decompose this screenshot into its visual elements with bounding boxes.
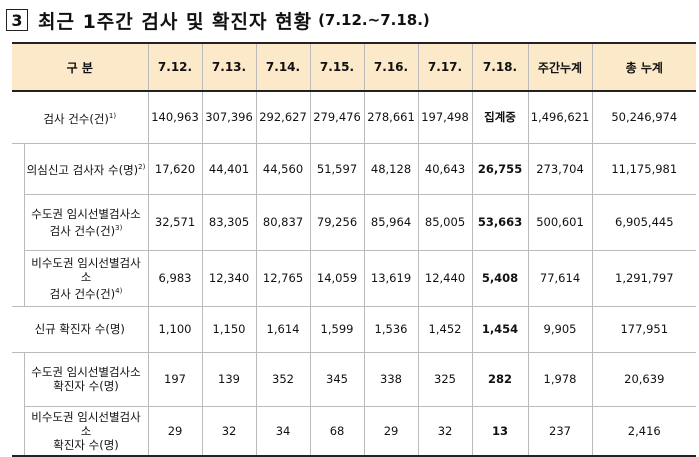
table-cell: 32 xyxy=(417,406,473,457)
table-cell: 1,454 xyxy=(471,306,529,353)
table-row: 검사 건수(건)1) 140,963 307,396 292,627 279,4… xyxy=(12,91,697,144)
table-row: 비수도권 임시선별검사소 검사 건수(건)4) 6,983 12,340 12,7… xyxy=(12,250,697,307)
table-cell: 1,496,621 xyxy=(527,91,593,144)
table-cell: 51,597 xyxy=(309,143,365,195)
table-cell: 6,905,445 xyxy=(591,194,697,251)
table-cell: 13,619 xyxy=(363,250,419,307)
header-date: 7.17. xyxy=(417,42,473,92)
header-date: 7.14. xyxy=(255,42,311,92)
table-cell: 1,452 xyxy=(417,306,473,353)
row-label: 수도권 임시선별검사소 검사 건수(건)3) xyxy=(23,194,149,251)
table-cell: 79,256 xyxy=(309,194,365,251)
header-date: 7.18. xyxy=(471,42,529,92)
table-cell: 177,951 xyxy=(591,306,697,353)
table-cell: 278,661 xyxy=(363,91,419,144)
header-row: 구 분 7.12. 7.13. 7.14. 7.15. 7.16. 7.17. … xyxy=(12,42,697,92)
table-cell: 85,964 xyxy=(363,194,419,251)
table-cell: 12,765 xyxy=(255,250,311,307)
table-cell: 40,643 xyxy=(417,143,473,195)
table-cell: 32 xyxy=(201,406,257,457)
table-cell: 279,476 xyxy=(309,91,365,144)
header-category: 구 분 xyxy=(12,42,149,92)
title-text: 최근 1주간 검사 및 확진자 현황 xyxy=(38,10,313,33)
title-period: (7.12.~7.18.) xyxy=(318,11,430,29)
table-cell: 5,408 xyxy=(471,250,529,307)
table-cell: 1,150 xyxy=(201,306,257,353)
table-row: 수도권 임시선별검사소 확진자 수(명) 197 139 352 345 338 … xyxy=(12,352,697,457)
table-cell: 32,571 xyxy=(147,194,203,251)
table-cell: 44,401 xyxy=(201,143,257,195)
table-cell: 1,599 xyxy=(309,306,365,353)
table-cell: 1,614 xyxy=(255,306,311,353)
table-cell: 12,440 xyxy=(417,250,473,307)
row-label: 신규 확진자 수(명) xyxy=(12,306,149,353)
table-cell: 44,560 xyxy=(255,143,311,195)
table-cell: 48,128 xyxy=(363,143,419,195)
table-cell: 12,340 xyxy=(201,250,257,307)
table-cell: 17,620 xyxy=(147,143,203,195)
table-cell: 77,614 xyxy=(527,250,593,307)
table-cell: 68 xyxy=(309,406,365,457)
table-cell: 273,704 xyxy=(527,143,593,195)
section-title: 3 최근 1주간 검사 및 확진자 현황 (7.12.~7.18.) xyxy=(6,4,430,36)
row-label: 검사 건수(건)1) xyxy=(12,91,149,144)
table-cell: 237 xyxy=(527,406,593,457)
table-row: 수도권 임시선별검사소 검사 건수(건)3) 32,571 83,305 80,8… xyxy=(12,194,697,251)
table-cell: 2,416 xyxy=(591,406,697,457)
indent-cell xyxy=(12,143,24,307)
table-cell: 50,246,974 xyxy=(591,91,697,144)
table-cell: 282 xyxy=(471,352,529,407)
table-cell: 85,005 xyxy=(417,194,473,251)
header-weekly-total: 주간누계 xyxy=(527,42,593,92)
row-label: 의심신고 검사자 수(명)2) xyxy=(23,143,149,195)
table-cell: 26,755 xyxy=(471,143,529,195)
table-cell: 500,601 xyxy=(527,194,593,251)
table-cell: 집계중 xyxy=(471,91,529,144)
stats-table: 구 분 7.12. 7.13. 7.14. 7.15. 7.16. 7.17. … xyxy=(12,42,697,457)
table-cell: 83,305 xyxy=(201,194,257,251)
table-cell: 1,978 xyxy=(527,352,593,407)
table-cell: 325 xyxy=(417,352,473,407)
table-cell: 1,100 xyxy=(147,306,203,353)
header-date: 7.16. xyxy=(363,42,419,92)
table-cell: 292,627 xyxy=(255,91,311,144)
table-cell: 53,663 xyxy=(471,194,529,251)
table-cell: 338 xyxy=(363,352,419,407)
table-row: 의심신고 검사자 수(명)2) 17,620 44,401 44,560 51,… xyxy=(12,143,697,307)
table-cell: 20,639 xyxy=(591,352,697,407)
header-date: 7.12. xyxy=(147,42,203,92)
row-label: 비수도권 임시선별검사소 확진자 수(명) xyxy=(23,406,149,457)
section-number: 3 xyxy=(6,9,28,31)
table-cell: 139 xyxy=(201,352,257,407)
table-cell: 6,983 xyxy=(147,250,203,307)
table-cell: 29 xyxy=(147,406,203,457)
table-cell: 352 xyxy=(255,352,311,407)
table-row: 신규 확진자 수(명) 1,100 1,150 1,614 1,599 1,53… xyxy=(12,306,697,353)
table-cell: 307,396 xyxy=(201,91,257,144)
table-row: 비수도권 임시선별검사소 확진자 수(명) 29 32 34 68 29 32 1… xyxy=(12,406,697,457)
table-cell: 80,837 xyxy=(255,194,311,251)
header-date: 7.13. xyxy=(201,42,257,92)
table-cell: 14,059 xyxy=(309,250,365,307)
table-cell: 140,963 xyxy=(147,91,203,144)
indent-cell xyxy=(12,352,24,457)
table-cell: 11,175,981 xyxy=(591,143,697,195)
table-cell: 345 xyxy=(309,352,365,407)
row-label: 비수도권 임시선별검사소 검사 건수(건)4) xyxy=(23,250,149,307)
table-cell: 13 xyxy=(471,406,529,457)
table-cell: 1,291,797 xyxy=(591,250,697,307)
table-cell: 34 xyxy=(255,406,311,457)
row-label: 수도권 임시선별검사소 확진자 수(명) xyxy=(23,352,149,407)
table-cell: 9,905 xyxy=(527,306,593,353)
header-date: 7.15. xyxy=(309,42,365,92)
table-cell: 197,498 xyxy=(417,91,473,144)
header-grand-total: 총 누계 xyxy=(591,42,697,92)
table-cell: 1,536 xyxy=(363,306,419,353)
table-cell: 29 xyxy=(363,406,419,457)
table-cell: 197 xyxy=(147,352,203,407)
